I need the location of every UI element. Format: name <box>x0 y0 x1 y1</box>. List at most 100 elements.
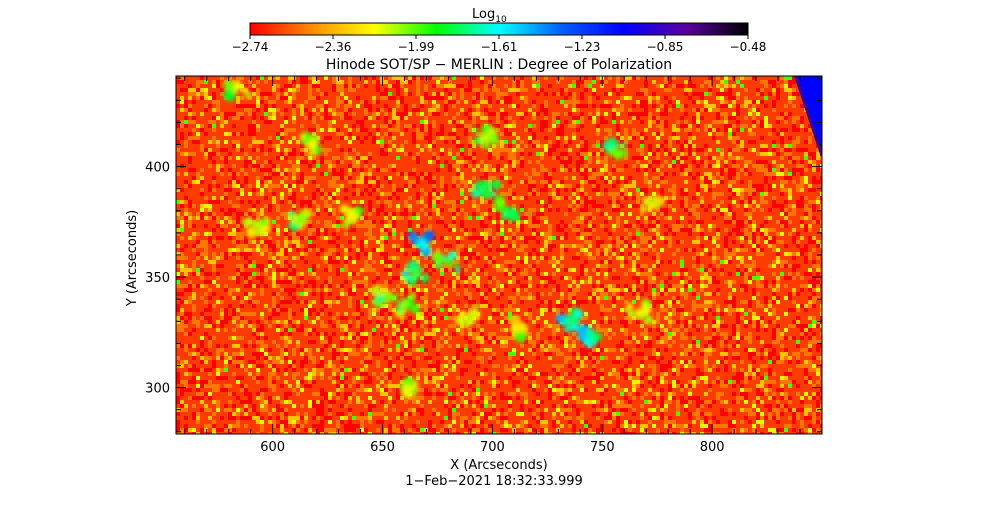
heatmap-cell <box>436 192 440 196</box>
heatmap-cell <box>644 272 648 276</box>
heatmap-cell <box>716 192 720 196</box>
heatmap-cell <box>780 232 784 236</box>
heatmap-cell <box>712 260 716 264</box>
heatmap-cell <box>716 112 720 116</box>
heatmap-cell <box>684 124 688 128</box>
heatmap-cell <box>588 156 592 160</box>
heatmap-cell <box>648 152 652 156</box>
heatmap-cell <box>380 204 384 208</box>
heatmap-cell <box>448 208 452 212</box>
heatmap-cell <box>728 92 732 96</box>
heatmap-cell <box>752 164 756 168</box>
heatmap-cell <box>708 80 712 84</box>
heatmap-cell <box>744 236 748 240</box>
heatmap-cell <box>348 140 352 144</box>
heatmap-cell <box>256 176 260 180</box>
heatmap-cell <box>744 124 748 128</box>
heatmap-cell <box>612 88 616 92</box>
heatmap-cell <box>596 248 600 252</box>
heatmap-cell <box>256 124 260 128</box>
colorbar-tick-label: −1.99 <box>398 40 435 54</box>
heatmap-cell <box>560 128 564 132</box>
heatmap-cell <box>464 288 468 292</box>
heatmap-cell <box>492 152 496 156</box>
heatmap-cell <box>240 184 244 188</box>
heatmap-cell <box>264 244 268 248</box>
heatmap-cell <box>820 196 822 200</box>
heatmap-cell <box>624 260 628 264</box>
heatmap-cell <box>284 148 288 152</box>
heatmap-cell <box>524 128 528 132</box>
heatmap-cell <box>368 180 372 184</box>
heatmap-cell <box>808 136 812 140</box>
heatmap-cell <box>644 192 648 196</box>
heatmap-cell <box>768 216 772 220</box>
heatmap-cell <box>188 136 192 140</box>
heatmap-cell <box>388 308 392 312</box>
heatmap-cell <box>328 276 332 280</box>
heatmap-cell <box>364 296 368 300</box>
heatmap-cell <box>208 324 212 328</box>
heatmap-cell <box>260 252 264 256</box>
heatmap-cell <box>624 300 628 304</box>
heatmap-cell <box>808 304 812 308</box>
heatmap-cell <box>240 200 244 204</box>
heatmap-cell <box>184 268 188 272</box>
heatmap-cell <box>320 292 324 296</box>
heatmap-cell <box>440 148 444 152</box>
heatmap-cell <box>568 196 572 200</box>
heatmap-cell <box>284 320 288 324</box>
heatmap-cell <box>636 204 640 208</box>
heatmap-cell <box>396 208 400 212</box>
heatmap-cell <box>724 104 728 108</box>
heatmap-cell <box>532 220 536 224</box>
heatmap-cell <box>236 248 240 252</box>
heatmap-cell <box>264 248 268 252</box>
heatmap-cell <box>248 208 252 212</box>
heatmap-cell <box>712 236 716 240</box>
heatmap-cell <box>204 152 208 156</box>
heatmap-cell <box>512 168 516 172</box>
heatmap-cell <box>664 172 668 176</box>
heatmap-cell <box>564 300 568 304</box>
heatmap-cell <box>748 184 752 188</box>
heatmap-cell <box>364 116 368 120</box>
heatmap-cell <box>284 120 288 124</box>
heatmap-cell <box>776 144 780 148</box>
heatmap-cell <box>460 252 464 256</box>
heatmap-cell <box>340 184 344 188</box>
heatmap-cell <box>332 180 336 184</box>
heatmap-cell <box>784 88 788 92</box>
heatmap-cell <box>692 120 696 124</box>
heatmap-cell <box>192 268 196 272</box>
heatmap-cell <box>416 144 420 148</box>
heatmap-cell <box>440 84 444 88</box>
heatmap-cell <box>800 216 804 220</box>
heatmap-cell <box>720 172 724 176</box>
heatmap-cell <box>176 304 180 308</box>
heatmap-cell <box>536 224 540 228</box>
heatmap-cell <box>564 88 568 92</box>
heatmap-cell <box>536 92 540 96</box>
heatmap-cell <box>272 292 276 296</box>
heatmap-cell <box>584 192 588 196</box>
heatmap-cell <box>712 208 716 212</box>
heatmap-cell <box>472 228 476 232</box>
heatmap-cell <box>604 308 608 312</box>
heatmap-cell <box>400 280 404 284</box>
heatmap-cell <box>432 160 436 164</box>
heatmap-cell <box>716 308 720 312</box>
heatmap-cell <box>300 252 304 256</box>
heatmap-cell <box>784 224 788 228</box>
heatmap-cell <box>800 220 804 224</box>
heatmap-cell <box>744 96 748 100</box>
heatmap-cell <box>556 80 560 84</box>
heatmap-cell <box>636 160 640 164</box>
heatmap-cell <box>584 280 588 284</box>
heatmap-cell <box>816 168 820 172</box>
heatmap-cell <box>192 180 196 184</box>
heatmap-cell <box>488 248 492 252</box>
heatmap-cell <box>548 208 552 212</box>
heatmap-cell <box>788 176 792 180</box>
heatmap-cell <box>360 244 364 248</box>
